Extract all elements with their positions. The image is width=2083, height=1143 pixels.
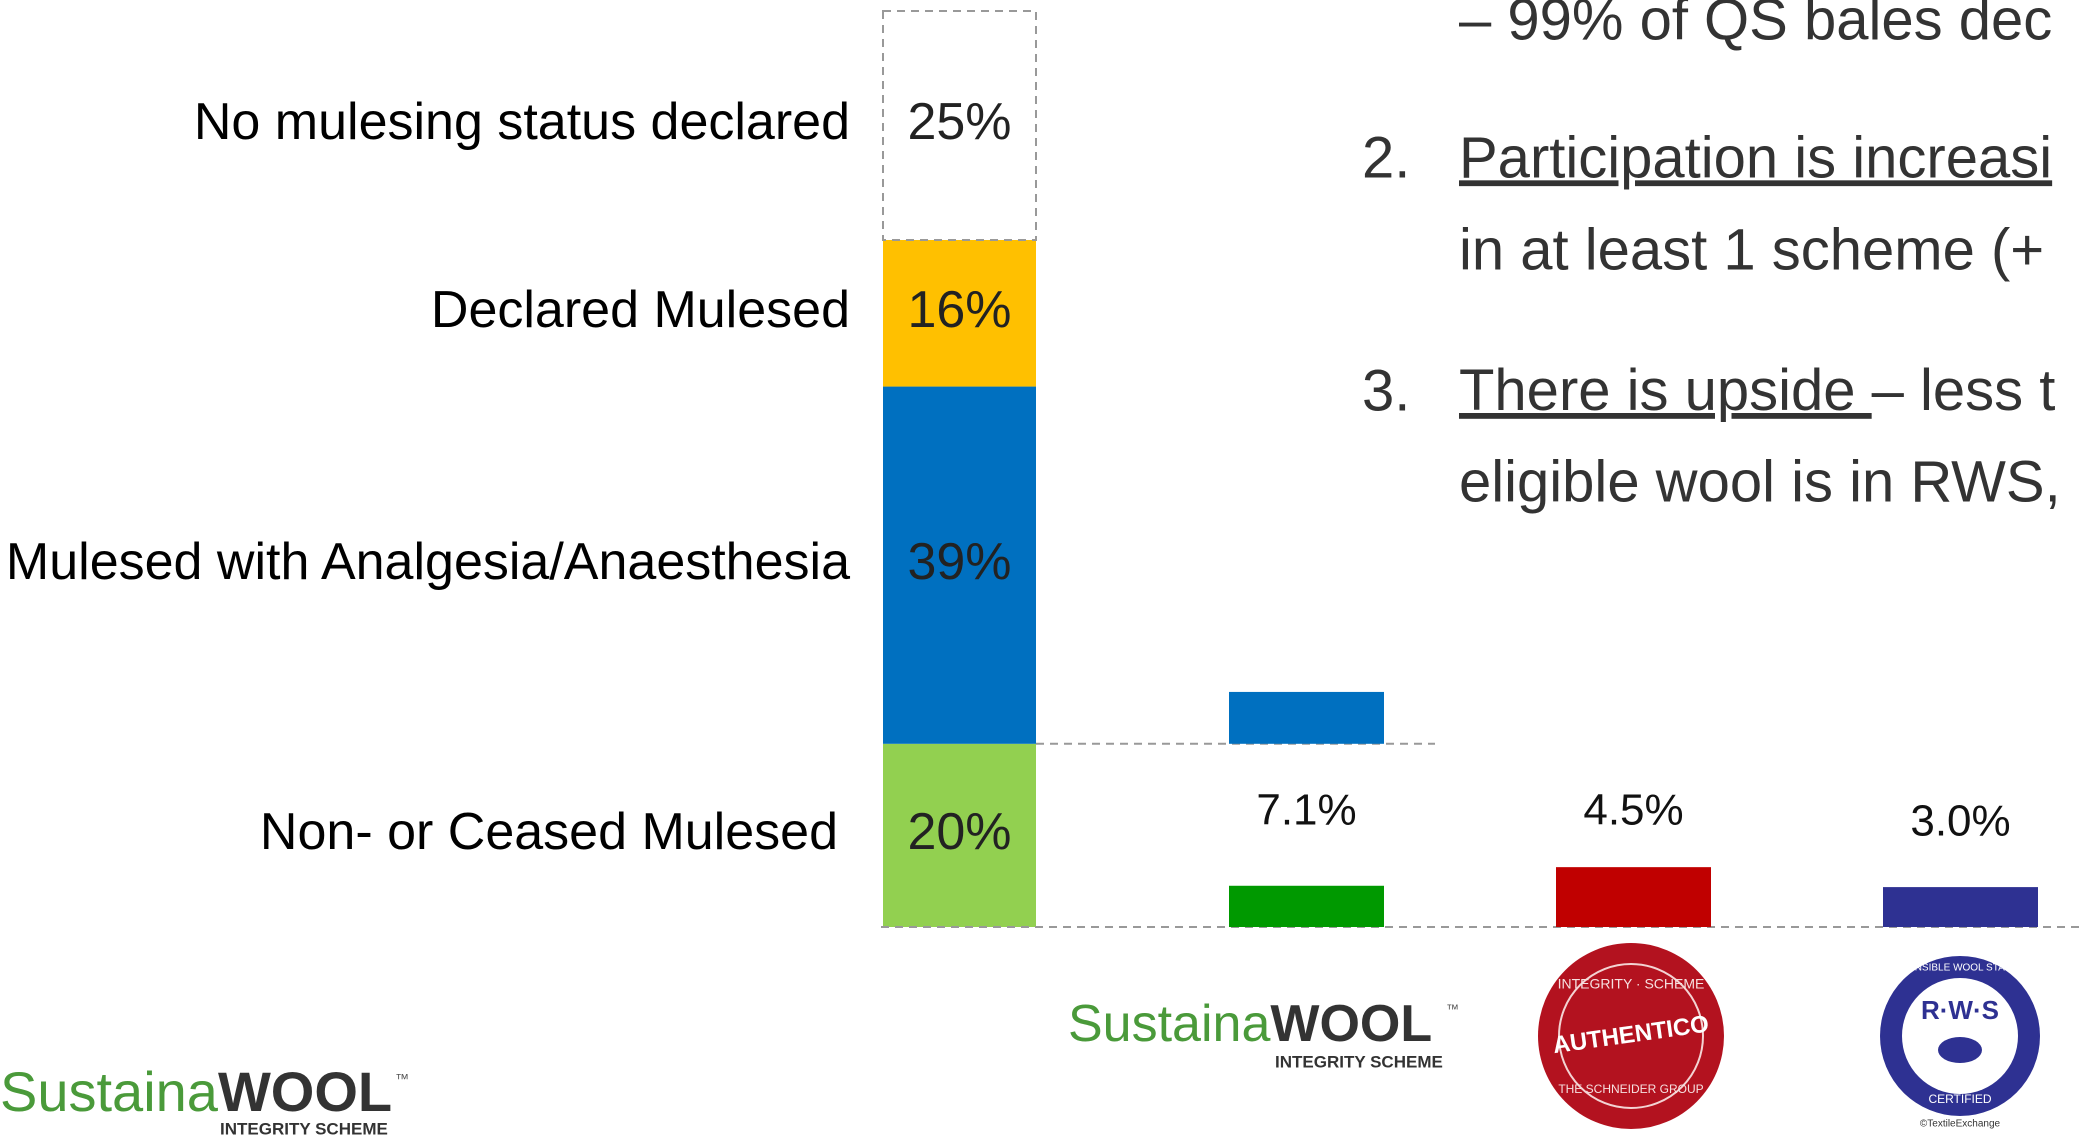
- scheme-bar: [1556, 867, 1711, 927]
- logo-tm: ™: [395, 1071, 409, 1087]
- sheep: [1938, 1037, 1982, 1063]
- logo-text: SustainaWOOL: [0, 1060, 392, 1123]
- scheme-value: 7.1%: [1256, 786, 1356, 835]
- logo-rws: RESPONSIBLE WOOL STANDARD R·W·S CERTIFIE…: [1880, 956, 2041, 1130]
- logo-b: WOOL: [218, 1060, 392, 1123]
- bar-segment: [883, 240, 1036, 387]
- seal: [1538, 943, 1724, 1129]
- bullet-text: Participation is increasi: [1459, 125, 2052, 190]
- value-label: 16%: [907, 281, 1011, 339]
- badge-inner: [1902, 978, 2018, 1094]
- seal-top: INTEGRITY · SCHEME: [1558, 976, 1705, 992]
- logo-sub: INTEGRITY SCHEME: [1275, 1052, 1443, 1071]
- scheme-bar: [1883, 887, 2038, 927]
- category-label: Declared Mulesed: [431, 281, 850, 339]
- logo-text: SustainaWOOL: [1068, 995, 1432, 1053]
- logo-tm: ™: [1446, 1001, 1459, 1016]
- bar-segment: [883, 386, 1036, 744]
- logo-sub: INTEGRITY SCHEME: [220, 1119, 388, 1138]
- logo-a: Sustaina: [0, 1060, 219, 1123]
- badge-ring: RESPONSIBLE WOOL STANDARD: [1880, 963, 2041, 974]
- value-label: 25%: [907, 93, 1011, 151]
- bullet-text: There is upside – less t: [1459, 358, 2055, 423]
- category-label: No mulesing status declared: [194, 93, 850, 151]
- bullet-text: in at least 1 scheme (+: [1459, 217, 2044, 282]
- badge-main: R·W·S: [1921, 995, 1999, 1025]
- bullet-number: 2.: [1362, 125, 1410, 190]
- bullet-text: eligible wool is in RWS,: [1459, 449, 2061, 514]
- underlined: There is upside: [1459, 358, 1872, 423]
- bar-segment: [883, 743, 1036, 927]
- seal-bottom: THE SCHNEIDER GROUP: [1558, 1082, 1703, 1096]
- logo-b: WOOL: [1270, 995, 1432, 1053]
- bullet-text: – 99% of QS bales dec: [1459, 0, 2052, 52]
- value-label: 20%: [907, 803, 1011, 861]
- logo-sustainawool-small: SustainaWOOL ™ INTEGRITY SCHEME: [1068, 995, 1459, 1072]
- logo-authentico: INTEGRITY · SCHEME AUTHENTICO THE SCHNEI…: [1538, 943, 1724, 1129]
- category-label: Mulesed with Analgesia/Anaesthesia: [6, 533, 850, 591]
- scheme-bar: [1229, 885, 1384, 927]
- badge-certified: CERTIFIED: [1928, 1092, 1991, 1106]
- logo-sustainawool: SustainaWOOL ™ INTEGRITY SCHEME: [0, 1060, 409, 1139]
- bullet-number: 3.: [1362, 358, 1410, 423]
- rest: – less t: [1872, 358, 2056, 423]
- scheme-value: 3.0%: [1910, 797, 2010, 846]
- badge-credit: ©TextileExchange: [1920, 1119, 2001, 1130]
- scheme-bar-upper: [1229, 691, 1384, 744]
- value-label: 39%: [907, 533, 1011, 591]
- scheme-value: 4.5%: [1583, 786, 1683, 835]
- seal-ring: [1558, 963, 1704, 1109]
- bar-segment: [882, 10, 1037, 241]
- category-label: Non- or Ceased Mulesed: [260, 803, 838, 861]
- logo-a: Sustaina: [1068, 995, 1270, 1053]
